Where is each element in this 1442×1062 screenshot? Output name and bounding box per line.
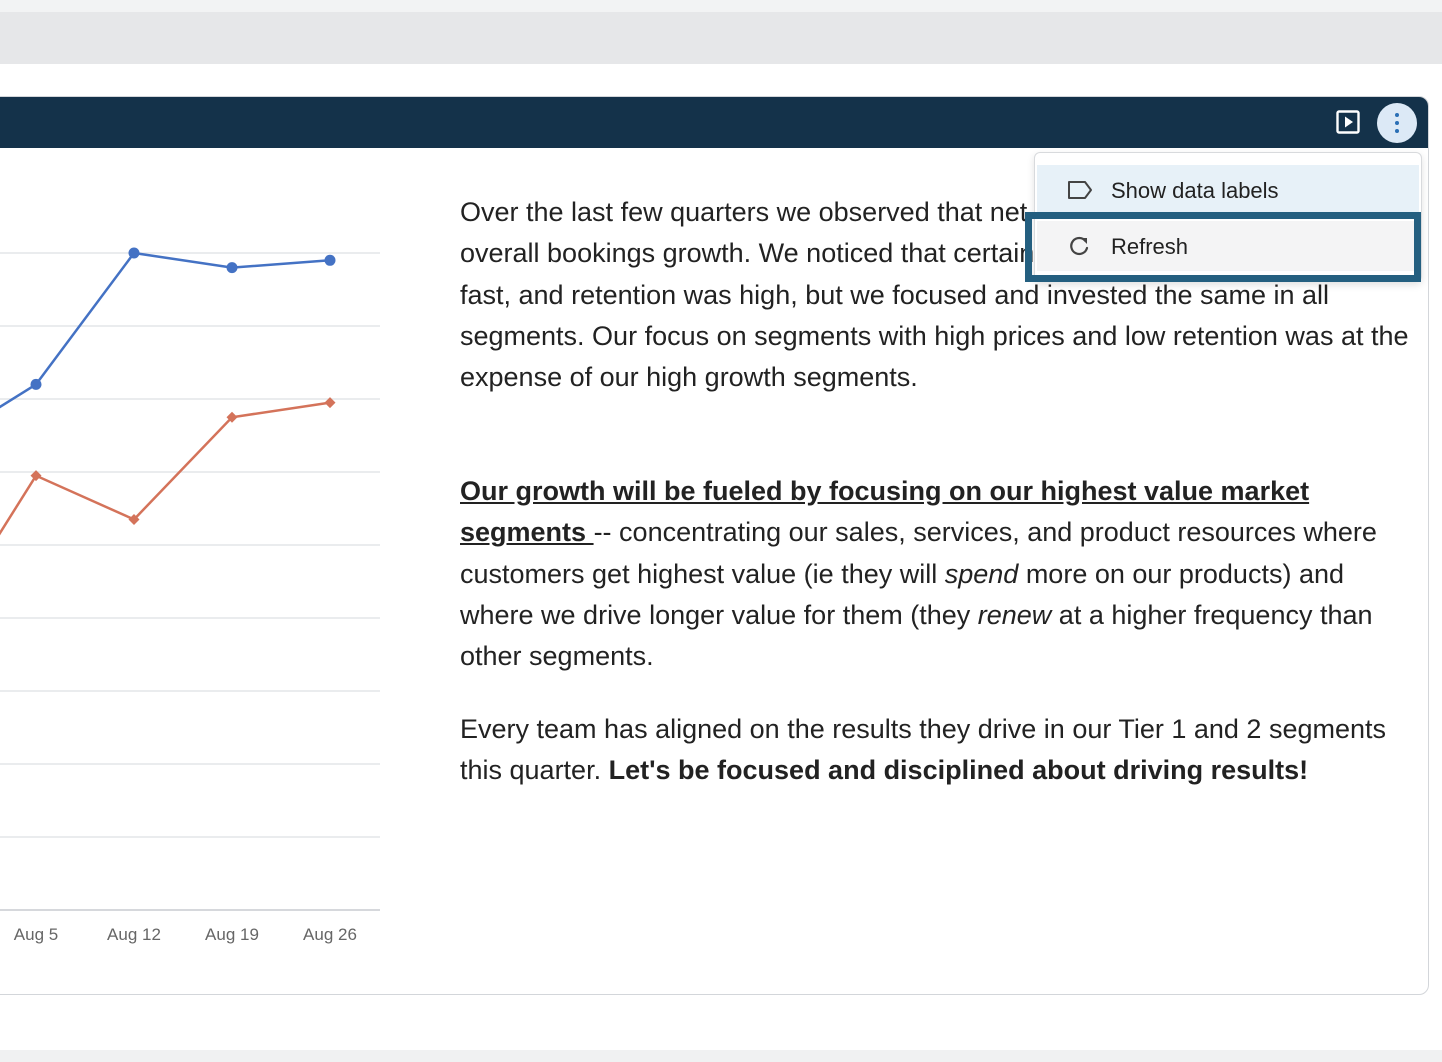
more-options-button[interactable] xyxy=(1377,103,1417,143)
more-vertical-icon xyxy=(1395,113,1399,117)
strategy-text-b: more on our products) and where we drive… xyxy=(460,558,1344,630)
data-point[interactable] xyxy=(324,397,336,409)
series-line-1 xyxy=(0,251,331,409)
tag-icon xyxy=(1068,181,1092,199)
strategy-text-a: -- concentrating our sales, services, an… xyxy=(460,517,1377,589)
strategy-spend: spend xyxy=(944,558,1019,589)
menu-item-show-data-labels[interactable]: Show data labels xyxy=(1037,165,1419,215)
strategy-text-c: at a higher frequency than other segment… xyxy=(460,599,1373,672)
data-point[interactable] xyxy=(226,411,238,423)
strategy-renew: renew xyxy=(977,599,1052,630)
x-tick-label: Aug 19 xyxy=(205,925,259,944)
data-point[interactable] xyxy=(30,470,42,482)
data-point[interactable] xyxy=(128,513,140,525)
top-band xyxy=(0,0,1442,12)
paragraph-closing: Every team has aligned on the results th… xyxy=(460,709,1420,792)
closing-bold: Let's be focused and disciplined about d… xyxy=(608,755,1309,786)
x-tick-label: Aug 12 xyxy=(107,925,161,944)
options-menu: Show data labels Refresh xyxy=(1034,152,1422,282)
card-header xyxy=(0,97,1428,148)
menu-item-refresh[interactable]: Refresh xyxy=(1037,221,1419,271)
x-tick-label: Aug 5 xyxy=(14,925,58,944)
menu-item-label: Show data labels xyxy=(1111,178,1279,203)
x-tick-label: Aug 26 xyxy=(303,925,357,944)
data-point[interactable] xyxy=(226,262,238,274)
data-point[interactable] xyxy=(128,247,140,259)
refresh-icon xyxy=(1070,236,1089,256)
present-icon[interactable] xyxy=(1336,110,1360,134)
closing-text: Every team has aligned on the results th… xyxy=(460,714,1387,786)
top-bar xyxy=(0,12,1442,64)
data-point[interactable] xyxy=(30,378,42,390)
paragraph-strategy: Our growth will be fueled by focusing on… xyxy=(460,471,1420,677)
strategy-headline: Our growth will be fueled by focusing on… xyxy=(460,476,1310,548)
menu-item-label: Refresh xyxy=(1111,234,1189,259)
line-chart: Aug 5 Aug 12 Aug 19 Aug 26 xyxy=(0,247,380,944)
data-point[interactable] xyxy=(324,254,336,266)
bottom-band xyxy=(0,1050,1442,1062)
